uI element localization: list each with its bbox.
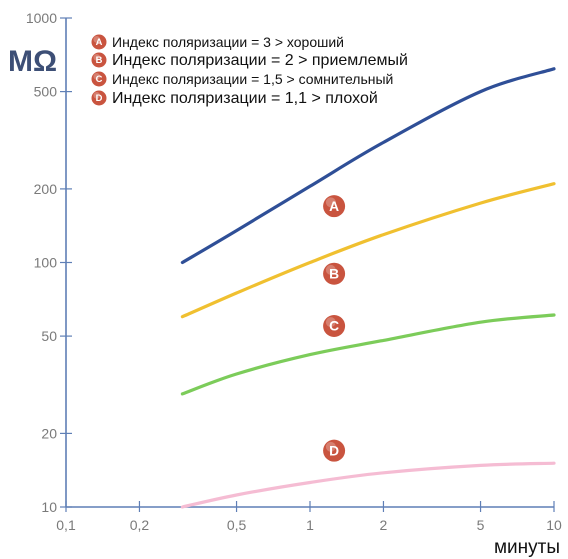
axes: 10 20 50 100 200 500 1000 0,1 0,2 0,5 1 2 5 10 MΩ минут… [8,10,562,558]
legend-item-d-badge-circle [91,90,107,106]
legend-item-d-badge-letter: D [96,92,103,103]
y-tick-label: 500 [34,84,58,100]
series-c-label-badge-shine [325,317,336,328]
legend: A Индекс поляризации = 3 > хороший B Индекс… [91,34,408,107]
series-b-label-badge: B [323,262,346,285]
legend-item-b-badge-circle [91,52,107,68]
series-c-label-badge-circle [323,314,346,337]
y-tick-label: 50 [41,328,57,344]
series-b-label-badge-shine [325,264,336,275]
x-tick-label: 1 [306,517,314,533]
legend-item-a-badge-circle [91,34,107,50]
legend-item-c-badge-shine [93,73,101,80]
y-tick-label: 20 [41,425,57,441]
y-tick-label: 1000 [26,10,57,26]
legend-item-b-text: Индекс поляризации = 2 > приемлемый [112,52,408,69]
legend-item-c-text: Индекс поляризации = 1,5 > сомнительный [112,71,393,87]
series-a-label-badge-letter: A [329,199,339,214]
legend-item-b-badge-letter: B [96,54,103,65]
series-d-label-badge: D [323,439,346,462]
y-tick-label: 10 [41,499,57,515]
legend-item-b-badge-shine [93,54,101,61]
x-axis-label: минуты [494,537,560,558]
y-tick-label: 200 [34,181,58,197]
series-a-label-badge-shine [325,197,336,208]
legend-item-c-badge-circle [91,71,107,87]
x-tick-label: 10 [546,517,562,533]
legend-item-b-badge: B [91,52,107,68]
legend-item-a-badge: A [91,34,107,50]
series-b-label-badge-letter: B [329,266,339,281]
series-d-label-badge-shine [325,441,336,452]
legend-item-a-badge-letter: A [96,36,103,47]
x-tick-label: 0,5 [227,517,247,533]
x-tick-label: 5 [477,517,485,533]
x-tick-label: 2 [380,517,388,533]
series-c-label-badge-letter: C [329,319,339,334]
series-d-label-badge-letter: D [329,443,339,458]
y-tick-label: 100 [34,255,58,271]
x-tick-label: 0,1 [56,517,76,533]
series-d-line [180,461,556,509]
legend-item-a-text: Индекс поляризации = 3 > хороший [112,34,344,50]
series-c-label-badge: C [323,314,346,337]
legend-item-a-badge-shine [93,36,101,43]
y-axis-unit-label: MΩ [8,45,57,78]
legend-item-c-badge-letter: C [96,73,103,84]
series-b-label-badge-circle [323,262,346,285]
legend-item-d-text: Индекс поляризации = 1,1 > плохой [112,90,378,107]
series-a-line [180,67,556,265]
legend-item-d-badge: D [91,90,107,106]
series-labels: A B C D [323,195,346,462]
series-c-line [180,313,556,396]
series-a-label-badge-circle [323,195,346,218]
legend-item-d-badge-shine [93,92,101,99]
x-tick-label: 0,2 [130,517,150,533]
series-a-label-badge: A [323,195,346,218]
series-b-line [180,182,556,319]
legend-item-c-badge: C [91,71,107,87]
series-d-label-badge-circle [323,439,346,462]
series-curves [180,67,556,509]
